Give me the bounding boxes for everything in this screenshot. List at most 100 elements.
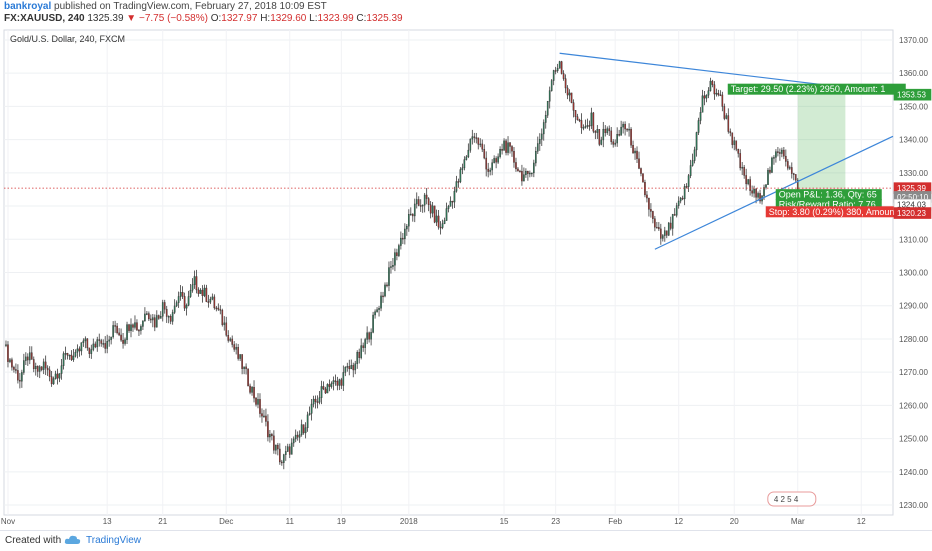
candle[interactable] (64, 353, 67, 355)
candle[interactable] (769, 169, 771, 173)
candle[interactable] (673, 214, 676, 216)
candle[interactable] (120, 334, 122, 341)
candle[interactable] (616, 134, 618, 144)
candle[interactable] (195, 276, 198, 291)
profit-zone[interactable] (797, 94, 846, 189)
candle[interactable] (661, 235, 664, 239)
candle[interactable] (471, 136, 474, 140)
candle[interactable] (534, 151, 537, 164)
candle[interactable] (497, 156, 499, 163)
candle[interactable] (142, 320, 144, 327)
candle[interactable] (719, 94, 722, 96)
candle[interactable] (648, 197, 650, 210)
candle[interactable] (173, 305, 176, 313)
candle[interactable] (30, 352, 33, 360)
candle[interactable] (600, 139, 603, 145)
candle[interactable] (263, 415, 265, 418)
candle[interactable] (586, 125, 589, 127)
candle[interactable] (72, 355, 75, 360)
candle[interactable] (566, 87, 569, 96)
candle[interactable] (687, 175, 690, 187)
candle[interactable] (741, 167, 744, 169)
candle[interactable] (783, 149, 785, 157)
candle[interactable] (572, 102, 575, 111)
candle[interactable] (298, 434, 301, 438)
candle[interactable] (485, 157, 488, 170)
tradingview-brand[interactable]: TradingView (86, 535, 142, 546)
candle[interactable] (241, 354, 243, 369)
candle[interactable] (411, 213, 414, 217)
candle[interactable] (42, 361, 45, 370)
candle[interactable] (608, 128, 611, 132)
candle[interactable] (231, 338, 234, 345)
candle[interactable] (596, 129, 599, 133)
candle[interactable] (221, 310, 224, 325)
candle[interactable] (513, 150, 515, 163)
candle[interactable] (56, 373, 59, 379)
candle[interactable] (523, 174, 525, 182)
candle[interactable] (80, 342, 83, 352)
candle[interactable] (431, 205, 434, 214)
candle[interactable] (455, 181, 458, 192)
candle[interactable] (265, 415, 267, 422)
candle[interactable] (148, 313, 150, 320)
candle[interactable] (568, 92, 571, 96)
candle[interactable] (667, 222, 670, 236)
candle[interactable] (751, 190, 753, 194)
candle[interactable] (777, 151, 779, 153)
candle[interactable] (459, 169, 462, 182)
candle[interactable] (74, 351, 77, 357)
candle[interactable] (108, 339, 110, 342)
candle[interactable] (739, 153, 742, 169)
candle[interactable] (558, 61, 561, 69)
candle[interactable] (280, 461, 283, 464)
candle[interactable] (277, 444, 279, 450)
candle[interactable] (735, 140, 738, 150)
candle[interactable] (536, 143, 539, 152)
candle[interactable] (407, 214, 410, 227)
candle[interactable] (437, 215, 440, 228)
candle[interactable] (191, 284, 194, 291)
candle[interactable] (592, 112, 595, 132)
candle[interactable] (695, 132, 698, 151)
candle[interactable] (235, 347, 237, 350)
candle[interactable] (699, 112, 702, 121)
candle[interactable] (614, 142, 617, 145)
candle[interactable] (193, 276, 196, 285)
candle[interactable] (183, 296, 186, 309)
candle[interactable] (11, 359, 13, 368)
candle[interactable] (229, 338, 232, 341)
candle[interactable] (727, 115, 730, 132)
candle[interactable] (159, 316, 162, 319)
candle[interactable] (542, 122, 545, 135)
candle[interactable] (261, 413, 263, 417)
candle[interactable] (40, 366, 43, 370)
candle[interactable] (106, 341, 109, 349)
candle[interactable] (660, 228, 662, 239)
candle[interactable] (421, 204, 424, 207)
candle[interactable] (227, 335, 230, 341)
candle[interactable] (382, 295, 384, 298)
candle[interactable] (102, 343, 105, 345)
candle[interactable] (171, 312, 174, 322)
candle[interactable] (140, 326, 142, 331)
candle[interactable] (372, 314, 374, 333)
candle[interactable] (368, 332, 370, 340)
candle[interactable] (354, 363, 357, 371)
candle[interactable] (292, 438, 295, 444)
candle[interactable] (205, 287, 208, 302)
candle[interactable] (52, 378, 55, 385)
candle[interactable] (376, 309, 378, 312)
candle[interactable] (622, 123, 624, 128)
candle[interactable] (78, 348, 81, 352)
candle[interactable] (529, 172, 531, 175)
candle[interactable] (187, 296, 190, 306)
candle[interactable] (763, 187, 765, 197)
candle[interactable] (146, 313, 148, 315)
candle[interactable] (441, 223, 444, 228)
candle[interactable] (737, 149, 740, 154)
stop-label[interactable]: Stop: 3.80 (0.29%) 380, Amount: 7 (765, 206, 930, 218)
candle[interactable] (493, 158, 495, 163)
candle[interactable] (574, 110, 577, 117)
candle[interactable] (364, 339, 366, 348)
